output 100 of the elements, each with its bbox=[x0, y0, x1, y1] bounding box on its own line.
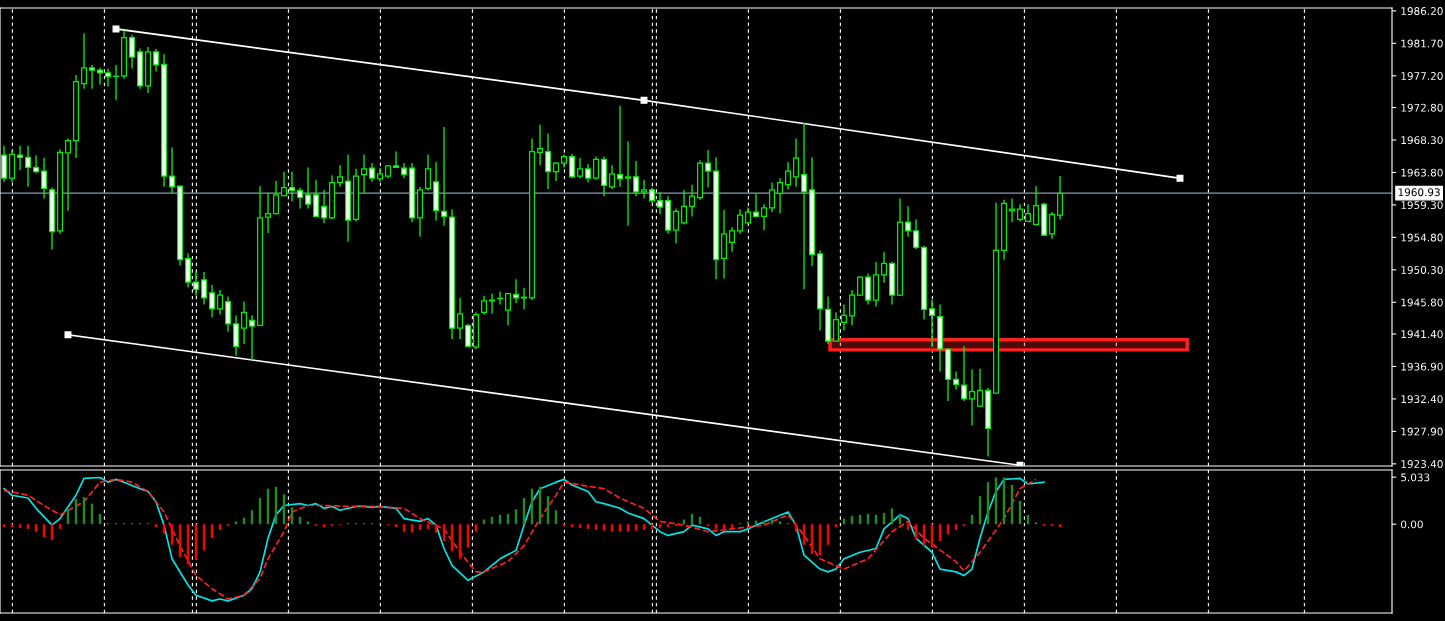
candlestick bbox=[880, 251, 888, 284]
candlestick bbox=[776, 177, 784, 215]
candlestick bbox=[688, 184, 696, 218]
candlestick bbox=[24, 145, 32, 188]
ref-line-label: 1960.93 bbox=[1398, 188, 1440, 197]
candlestick bbox=[264, 191, 272, 234]
candlestick bbox=[680, 189, 688, 226]
point bbox=[640, 96, 648, 104]
candlestick bbox=[904, 205, 912, 238]
bar bbox=[594, 524, 598, 530]
bar bbox=[906, 524, 910, 530]
candlestick bbox=[504, 292, 512, 327]
point bbox=[112, 25, 120, 33]
candlestick bbox=[840, 303, 848, 332]
candlestick bbox=[88, 64, 96, 90]
candlestick bbox=[32, 154, 40, 174]
candlestick bbox=[1056, 175, 1064, 221]
y-tick-label: 1936.90 bbox=[1401, 362, 1443, 371]
candlestick bbox=[968, 368, 976, 427]
candlestick bbox=[320, 189, 328, 224]
point bbox=[64, 331, 72, 339]
y-tick-label: 1923.40 bbox=[1401, 460, 1443, 468]
candlestick bbox=[728, 226, 736, 253]
candlestick bbox=[952, 370, 960, 391]
candlestick bbox=[520, 287, 528, 311]
bar bbox=[26, 524, 30, 529]
y-tick-label: 1963.80 bbox=[1401, 168, 1443, 177]
y-tick-label: 1941.40 bbox=[1401, 330, 1443, 339]
candlestick bbox=[568, 152, 576, 179]
candlestick bbox=[624, 140, 632, 227]
candlestick bbox=[80, 32, 88, 90]
bar bbox=[410, 524, 414, 533]
candlestick bbox=[672, 207, 680, 244]
candlestick bbox=[64, 137, 72, 212]
candlestick bbox=[8, 149, 16, 184]
candlestick bbox=[456, 297, 464, 340]
candlestick bbox=[1048, 211, 1056, 240]
candlestick bbox=[280, 171, 288, 197]
y-tick-label: 1950.30 bbox=[1401, 266, 1443, 274]
y-tick-label: 1954.80 bbox=[1401, 233, 1443, 242]
y-tick-label: 1959.30 bbox=[1401, 201, 1443, 210]
candlestick bbox=[304, 166, 312, 210]
candlestick bbox=[224, 295, 232, 333]
candlestick bbox=[392, 150, 400, 169]
candlestick bbox=[168, 146, 176, 195]
candlestick bbox=[912, 218, 920, 250]
bar bbox=[426, 524, 430, 529]
candlestick bbox=[1032, 185, 1040, 227]
y-tick-label: 5.033 bbox=[1401, 473, 1430, 482]
y-tick-label: 0.00 bbox=[1401, 520, 1423, 529]
bar bbox=[434, 524, 438, 533]
candlestick bbox=[368, 162, 376, 183]
candlestick bbox=[608, 164, 616, 190]
candlestick bbox=[16, 145, 24, 171]
bar bbox=[586, 524, 590, 529]
bar bbox=[418, 524, 422, 530]
candlestick bbox=[792, 137, 800, 188]
candlestick bbox=[544, 132, 552, 190]
bar bbox=[954, 524, 958, 530]
candlestick bbox=[208, 284, 216, 319]
y-tick-label: 1977.20 bbox=[1401, 72, 1443, 80]
candlestick bbox=[864, 272, 872, 306]
y-tick-label: 1968.30 bbox=[1401, 136, 1443, 145]
candlestick bbox=[704, 149, 712, 189]
candlestick bbox=[536, 124, 544, 166]
candlestick bbox=[360, 153, 368, 194]
candlestick bbox=[616, 105, 624, 188]
y-tick-label: 1932.40 bbox=[1401, 395, 1443, 404]
bar bbox=[218, 524, 222, 530]
bar bbox=[714, 524, 718, 529]
candlestick bbox=[960, 345, 968, 402]
candlestick bbox=[128, 33, 136, 70]
point bbox=[1176, 174, 1184, 182]
candlestick bbox=[488, 292, 496, 315]
candlestick bbox=[296, 186, 304, 210]
y-tick-label: 1945.80 bbox=[1401, 298, 1443, 307]
candlestick bbox=[736, 208, 744, 235]
candlestick bbox=[424, 153, 432, 192]
candlestick bbox=[856, 275, 864, 297]
candlestick bbox=[480, 295, 488, 316]
candlestick bbox=[832, 311, 840, 343]
bar bbox=[722, 524, 726, 530]
bar bbox=[58, 524, 62, 529]
y-tick-label: 1986.20 bbox=[1401, 7, 1443, 15]
bar bbox=[642, 524, 646, 530]
candlestick bbox=[784, 161, 792, 191]
candlestick bbox=[216, 289, 224, 316]
candlestick bbox=[760, 203, 768, 231]
candlestick bbox=[552, 161, 560, 182]
candlestick bbox=[40, 157, 48, 200]
candlestick bbox=[592, 155, 600, 181]
candlestick bbox=[152, 48, 160, 73]
candlestick bbox=[632, 160, 640, 197]
bar bbox=[162, 524, 166, 534]
candlestick bbox=[240, 300, 248, 345]
candlestick bbox=[200, 271, 208, 306]
y-tick-label: 1981.70 bbox=[1401, 39, 1443, 48]
candlestick bbox=[512, 278, 520, 304]
y-tick-label: 1972.80 bbox=[1401, 103, 1443, 112]
candlestick bbox=[272, 180, 280, 215]
